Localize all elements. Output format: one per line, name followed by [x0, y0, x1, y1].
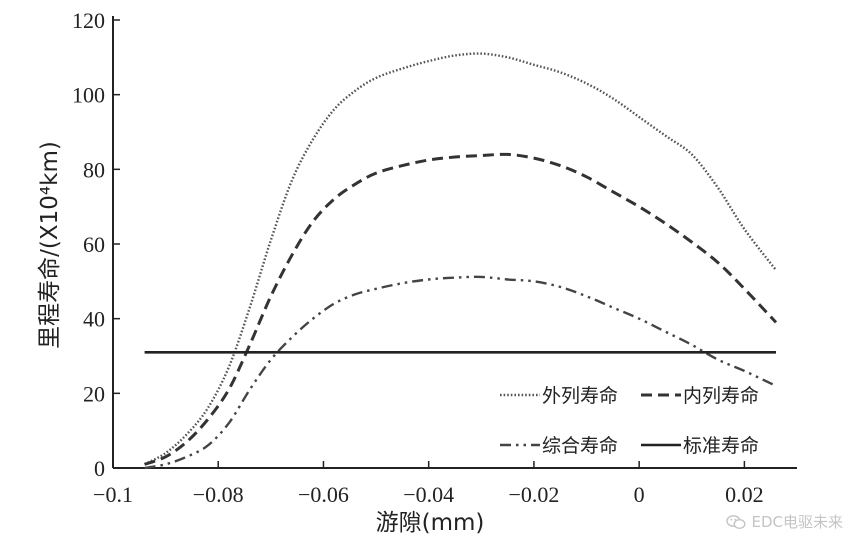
x-tick-label: −0.06 — [298, 482, 349, 507]
series-line-2 — [144, 152, 778, 466]
series-line-1 — [144, 52, 777, 466]
x-tick-label: 0.02 — [725, 482, 764, 507]
y-tick-label: 60 — [83, 232, 105, 257]
x-axis-label: 游隙(mm) — [376, 510, 485, 536]
x-tick-label: −0.02 — [508, 482, 559, 507]
x-tick-label: 0 — [634, 482, 645, 507]
x-tick-label: −0.04 — [403, 482, 454, 507]
legend-label: 内列寿命 — [683, 385, 759, 407]
x-tick-label: −0.08 — [193, 482, 244, 507]
watermark: EDC电驱未来 — [726, 511, 843, 532]
legend-label: 外列寿命 — [542, 385, 618, 407]
y-tick-label: 80 — [83, 157, 105, 182]
y-axis-label: 里程寿命/(X10⁴km) — [37, 141, 63, 349]
x-tick-label: −0.1 — [93, 482, 133, 507]
legend-label: 综合寿命 — [542, 435, 618, 457]
y-tick-label: 20 — [83, 381, 105, 406]
y-tick-label: 100 — [72, 83, 105, 108]
series-line-3 — [144, 275, 777, 470]
legend-label: 标准寿命 — [683, 435, 759, 457]
y-tick-label: 120 — [72, 8, 105, 33]
y-tick-label: 40 — [83, 307, 105, 332]
wechat-icon — [726, 514, 746, 529]
watermark-text: EDC电驱未来 — [751, 513, 843, 531]
y-tick-label: 0 — [94, 456, 105, 481]
